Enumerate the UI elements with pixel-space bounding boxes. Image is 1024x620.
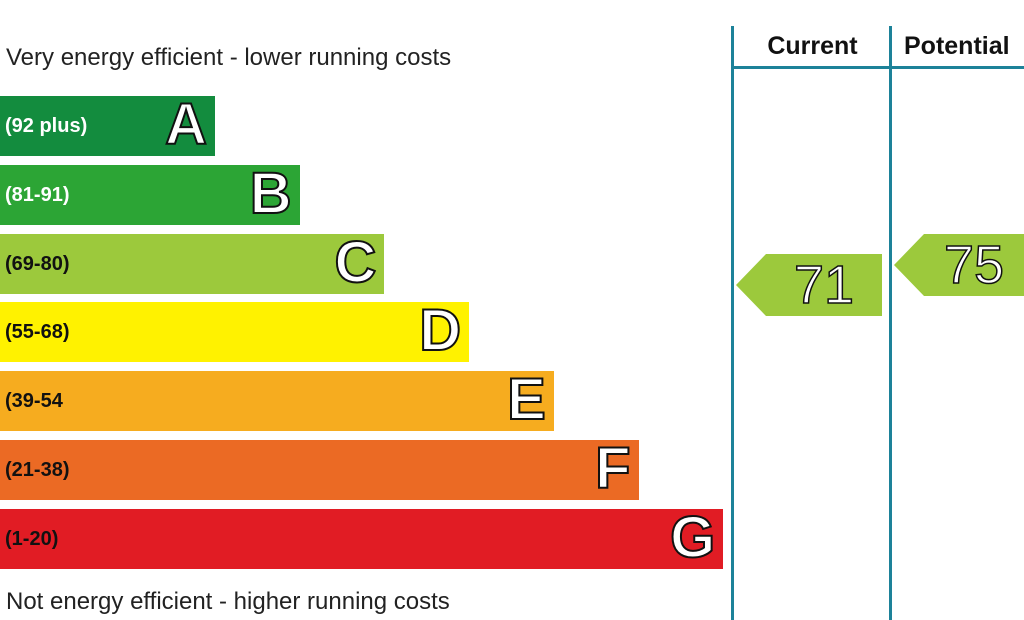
current-arrow-shape [736,254,882,316]
rating-range-f: (21-38) [5,459,70,481]
potential-rating-value: 75 [943,234,1005,296]
potential-arrow-shape [894,234,1024,296]
rating-bar-c: (69-80) C [0,229,385,295]
rating-range-e: (39-54 [5,390,63,413]
rating-range-b: (81-91) [5,183,70,206]
rating-range-g: (1-20) [5,527,59,550]
column-divider-left [731,26,734,620]
caption-not-efficient: Not energy efficient - higher running co… [6,588,450,615]
rating-bar-e: (39-54 E [0,367,554,433]
caption-very-efficient: Very energy efficient - lower running co… [6,44,452,71]
rating-bar-f: (21-38) F [0,436,639,501]
rating-bar-g: (1-20) G [0,504,724,570]
rating-letter-g: G [669,504,716,570]
current-rating-value: 71 [793,254,855,316]
rating-range-c: (69-80) [5,252,70,275]
rating-range-d: (55-68) [5,321,70,344]
rating-bar-b: (81-91) B [0,160,300,226]
column-header-current: Current [767,32,858,60]
column-header-potential: Potential [904,32,1010,60]
rating-bar-a: (92 plus) A [0,92,215,157]
current-rating-arrow: 71 [736,254,882,316]
rating-letter-f: F [594,436,631,501]
rating-letter-e: E [506,367,547,433]
rating-letter-d: D [418,298,462,364]
rating-letter-b: B [249,160,293,226]
potential-rating-arrow: 75 [894,234,1024,296]
column-header-rule [731,66,1024,69]
rating-bar-d: (55-68) D [0,298,470,364]
rating-range-a: (92 plus) [5,115,88,137]
rating-letter-a: A [164,92,208,157]
column-divider-middle [889,26,892,620]
rating-letter-c: C [334,229,378,295]
